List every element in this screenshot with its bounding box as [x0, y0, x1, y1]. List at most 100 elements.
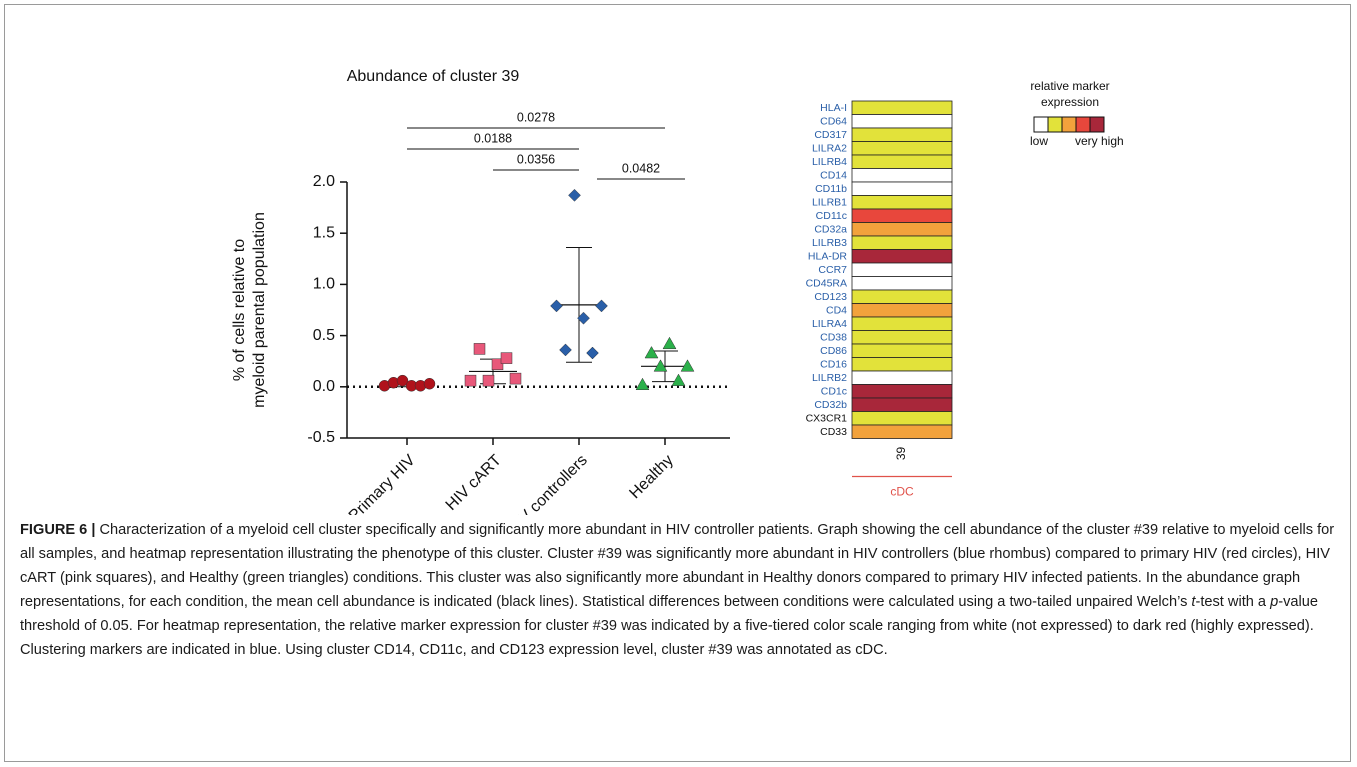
point	[473, 343, 486, 355]
point	[500, 352, 513, 364]
y-tick-label: 1.0	[313, 276, 335, 293]
point	[423, 377, 436, 390]
row-label: CD317	[814, 129, 847, 141]
heatmap-cell	[851, 154, 953, 169]
row-label: CD4	[826, 305, 847, 317]
figure-frame	[4, 4, 1351, 762]
legend-title: relative marker	[1030, 79, 1109, 93]
heatmap-cell	[851, 168, 953, 183]
row-label: CD45RA	[806, 278, 847, 290]
legend-swatch	[1075, 116, 1091, 133]
heatmap-cell	[851, 330, 953, 345]
caption-text: Characterization of a myeloid cell clust…	[20, 522, 1335, 610]
row-label: LILRB4	[812, 156, 847, 168]
caption-text: -value threshold of 0.05. For heatmap re…	[20, 594, 1318, 658]
caption-text: t	[1191, 594, 1196, 610]
heatmap-cell	[851, 181, 953, 196]
y-axis-label: myeloid parental population	[251, 212, 268, 408]
heatmap-cell	[851, 316, 953, 331]
x-tick-label: Primary HIV	[346, 452, 419, 515]
point	[653, 359, 668, 372]
heatmap-cell	[851, 222, 953, 237]
group-label: cDC	[890, 485, 914, 499]
y-tick-label: 2.0	[313, 173, 335, 190]
heatmap-cell	[851, 141, 953, 156]
heatmap-cell	[851, 249, 953, 264]
row-label: CCR7	[818, 264, 847, 276]
heatmap-cell	[851, 262, 953, 277]
y-tick-label: 1.5	[313, 224, 335, 241]
point	[482, 374, 495, 387]
row-label: CD1c	[821, 386, 847, 398]
row-label: CD64	[820, 116, 847, 128]
point	[559, 343, 572, 357]
row-label: LILRB2	[812, 372, 847, 384]
legend-title: expression	[1041, 95, 1099, 109]
x-tick-label: HIV controllers	[505, 452, 591, 515]
x-tick-label: HIV cART	[443, 452, 505, 514]
heatmap-cell	[851, 424, 953, 439]
y-axis-label: % of cells relative to	[231, 239, 248, 381]
point	[568, 188, 581, 202]
row-label: CD32a	[814, 224, 847, 236]
row-label: CX3CR1	[806, 413, 848, 425]
y-tick-label: 0.0	[313, 378, 335, 395]
point	[491, 358, 504, 371]
y-tick-label: 0.5	[313, 327, 335, 344]
heatmap-cell	[851, 289, 953, 304]
point	[586, 346, 599, 360]
point	[550, 299, 563, 313]
row-label: CD33	[820, 426, 847, 438]
heatmap-cell	[851, 384, 953, 399]
row-label: LILRB1	[812, 197, 847, 209]
heatmap-cell	[851, 357, 953, 372]
caption-label: FIGURE 6 |	[20, 522, 96, 538]
figure: Abundance of cluster 39 % of cells relati…	[231, 68, 1124, 515]
heatmap-cell	[851, 100, 953, 115]
row-label: HLA-I	[820, 102, 847, 114]
caption-text: -test with a	[1195, 594, 1271, 610]
y-tick-label: -0.5	[307, 429, 335, 446]
row-label: CD14	[820, 170, 847, 182]
x-tick-label: Healthy	[626, 452, 676, 502]
heatmap-cell	[851, 303, 953, 318]
heatmap-cell	[851, 195, 953, 210]
point	[464, 374, 477, 387]
scale-label: low	[1030, 134, 1048, 148]
row-label: CD123	[814, 291, 847, 303]
point	[644, 345, 659, 359]
row-label: HLA-DR	[808, 251, 848, 263]
point	[671, 373, 686, 386]
legend-swatch	[1061, 116, 1077, 133]
row-label: CD38	[820, 332, 847, 344]
point	[662, 336, 677, 350]
scale-label: very high	[1075, 134, 1124, 148]
caption-text: p	[1270, 594, 1279, 610]
heatmap-cell	[851, 208, 953, 223]
heatmap-cell	[851, 397, 953, 412]
chart-title: Abundance of cluster 39	[347, 68, 520, 85]
p-value: 0.0482	[622, 161, 660, 175]
legend-swatch	[1089, 116, 1105, 133]
row-label: LILRA2	[812, 143, 847, 155]
row-label: CD16	[820, 359, 847, 371]
heatmap-cell	[851, 127, 953, 142]
legend-swatch	[1033, 116, 1049, 133]
p-value: 0.0356	[517, 152, 555, 166]
heatmap-cell	[851, 276, 953, 291]
p-value: 0.0278	[517, 110, 555, 124]
heatmap-cell	[851, 370, 953, 385]
point	[680, 359, 695, 372]
row-label: CD86	[820, 345, 847, 357]
heatmap-cell	[851, 343, 953, 358]
row-label: CD32b	[814, 399, 847, 411]
row-label: LILRB3	[812, 237, 847, 249]
heatmap-cell	[851, 235, 953, 250]
heatmap-cell	[851, 411, 953, 426]
column-label: 39	[894, 447, 908, 461]
row-label: CD11b	[815, 183, 847, 195]
point	[577, 311, 590, 325]
point	[595, 299, 608, 313]
p-value: 0.0188	[474, 131, 512, 145]
point	[635, 377, 650, 391]
